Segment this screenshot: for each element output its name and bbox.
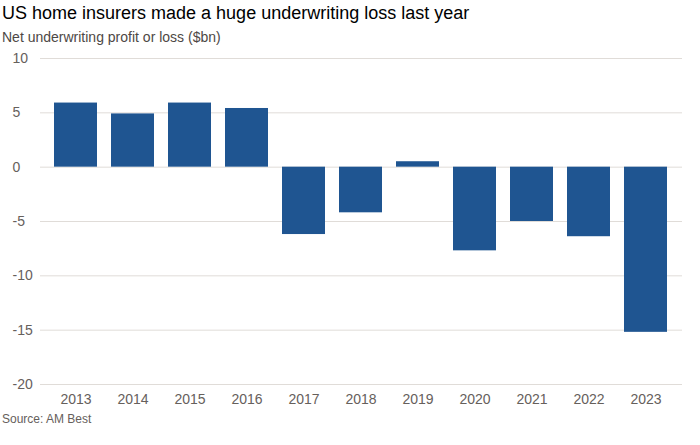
html-text:US home insurers made a huge u: US home insurers made a huge underwritin… — [2, 3, 470, 23]
svg-text:-15: -15 — [13, 322, 33, 338]
svg-text:2018: 2018 — [345, 391, 376, 407]
svg-text:10: 10 — [13, 50, 29, 66]
svg-text:2023: 2023 — [630, 391, 661, 407]
html-text:Net underwriting profit or los: Net underwriting profit or loss ($bn) — [2, 29, 221, 45]
svg-text:2015: 2015 — [174, 391, 205, 407]
html-text:Source: AM Best: Source: AM Best — [2, 412, 92, 426]
svg-text:2017: 2017 — [288, 391, 319, 407]
svg-text:5: 5 — [13, 104, 21, 120]
svg-text:2013: 2013 — [60, 391, 91, 407]
svg-text:2019: 2019 — [402, 391, 433, 407]
svg-text:2016: 2016 — [231, 391, 262, 407]
svg-text:2014: 2014 — [117, 391, 148, 407]
svg-text:-5: -5 — [13, 213, 26, 229]
svg-text:0: 0 — [13, 159, 21, 175]
svg-text:2020: 2020 — [459, 391, 490, 407]
svg-text:-20: -20 — [13, 376, 33, 392]
svg-text:2021: 2021 — [516, 391, 547, 407]
svg-text:2022: 2022 — [573, 391, 604, 407]
svg-text:-10: -10 — [13, 267, 33, 283]
